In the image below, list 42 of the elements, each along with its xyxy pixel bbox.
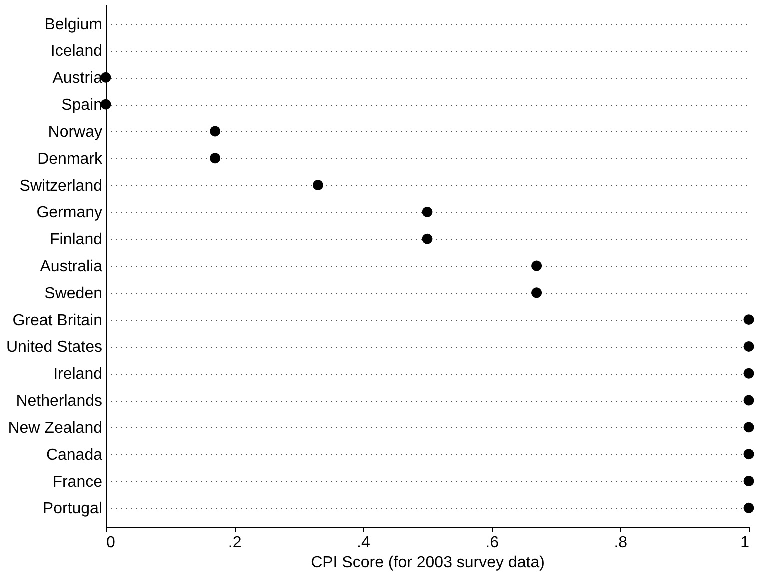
x-tick-label: .8 (614, 534, 628, 552)
y-tick-label: Finland (50, 232, 102, 249)
point (744, 476, 754, 486)
point (744, 395, 754, 406)
point (744, 422, 754, 433)
x-tick-label: 1 (740, 534, 750, 552)
y-tick-label: Sweden (44, 285, 102, 302)
point (744, 368, 754, 379)
y-tick-label: Australia (40, 258, 103, 276)
point (744, 502, 754, 514)
point (312, 180, 324, 191)
y-tick-label: Austria (52, 70, 103, 88)
x-axis-title: CPI Score (for 2003 survey data) (311, 554, 545, 572)
point (744, 314, 754, 326)
y-tick-label: Spain (62, 97, 102, 114)
x-tick-label: .4 (357, 534, 370, 552)
y-tick-label: France (52, 474, 103, 491)
y-tick-label: Netherlands (16, 393, 102, 410)
point (532, 260, 542, 272)
x-tick-label: .2 (228, 534, 242, 552)
point (744, 341, 754, 352)
y-tick-label: Denmark (38, 150, 104, 168)
y-tick-label: Belgium (44, 16, 102, 34)
y-tick-label: Ireland (54, 366, 102, 384)
x-tick-label: .6 (486, 534, 500, 552)
point (100, 99, 112, 110)
y-tick-label: Iceland (50, 43, 102, 60)
point (210, 126, 221, 137)
y-tick-label: Great Britain (12, 312, 102, 330)
point (422, 234, 433, 244)
y-tick-label: Switzerland (20, 178, 102, 195)
point (422, 206, 433, 218)
y-tick-label: Portugal (42, 500, 102, 518)
x-tick-label: 0 (106, 534, 116, 552)
y-tick-label: New Zealand (8, 420, 102, 437)
y-tick-label: Canada (46, 446, 103, 464)
y-tick-label: Germany (36, 204, 102, 222)
point (744, 449, 754, 460)
y-tick-label: United States (6, 339, 102, 356)
y-tick-label: Norway (48, 124, 102, 141)
point (210, 153, 221, 164)
point (532, 288, 542, 298)
